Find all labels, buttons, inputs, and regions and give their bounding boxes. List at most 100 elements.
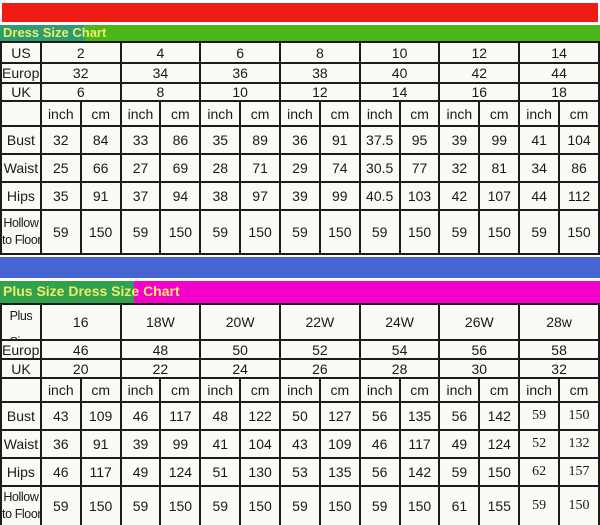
measurement-cell: 38 <box>199 181 242 211</box>
measurement-cell: 43 <box>39 401 82 431</box>
measurement-cell: 59 <box>518 401 561 431</box>
unit-header-cell: cm <box>398 377 441 403</box>
size-value-cell: 10 <box>199 82 282 102</box>
measurement-cell: 135 <box>398 401 441 431</box>
measurement-cell: 49 <box>438 429 481 459</box>
row-label-hips: Hips <box>0 181 42 211</box>
row-label-bust: Bust <box>0 125 42 155</box>
unit-header-cell: inch <box>279 377 321 403</box>
row-label-us: US <box>0 41 42 64</box>
measurement-cell: 59 <box>518 485 561 525</box>
measurement-cell: 130 <box>239 457 282 487</box>
row-label-line: to Floor <box>2 233 41 247</box>
row-label-uk: UK <box>0 358 42 379</box>
size-value-cell: 10 <box>358 41 441 64</box>
measurement-cell: 42 <box>438 181 481 211</box>
measurement-cell: 49 <box>119 457 162 487</box>
unit-header-cell: cm <box>239 377 282 403</box>
size-value-cell: 22 <box>119 358 202 379</box>
size-value-cell: 20W <box>199 303 282 341</box>
measurement-cell: 34 <box>518 153 561 183</box>
measurement-cell: 51 <box>199 457 242 487</box>
measurement-row: Hollow to Floor 59 150 59 150 59 150 59 150 59 150 5… <box>0 209 600 255</box>
size-value-cell: 28 <box>358 358 441 379</box>
measurement-cell: 150 <box>239 209 282 255</box>
size-value-cell: 18W <box>119 303 202 341</box>
unit-header-cell: cm <box>558 100 600 127</box>
measurement-cell: 59 <box>39 209 82 255</box>
unit-header-cell: inch <box>39 377 82 403</box>
measurement-cell: 95 <box>398 125 441 155</box>
measurement-cell: 69 <box>159 153 202 183</box>
measurement-cell: 150 <box>558 485 600 525</box>
size-value-cell: 42 <box>438 62 521 84</box>
measurement-cell: 122 <box>239 401 282 431</box>
measurement-cell: 86 <box>558 153 600 183</box>
size-value-cell: 6 <box>39 82 122 102</box>
row-label-waist: Waist <box>0 153 42 183</box>
measurement-cell: 59 <box>438 457 481 487</box>
unit-header-cell: inch <box>438 100 481 127</box>
measurement-cell: 142 <box>398 457 441 487</box>
size-value-cell: 52 <box>279 339 361 360</box>
measurement-cell: 150 <box>398 209 441 255</box>
measurement-cell: 117 <box>398 429 441 459</box>
measurement-cell: 41 <box>199 429 242 459</box>
red-banner <box>2 3 598 22</box>
row-label-hollow-to-floor: Hollow to Floor <box>0 209 42 255</box>
unit-header-row: inch cm inch cm inch cm inch cm inch cm inch cm inch… <box>0 377 600 403</box>
measurement-cell: 29 <box>279 153 321 183</box>
measurement-cell: 46 <box>358 429 401 459</box>
blank-cell <box>0 100 42 127</box>
measurement-cell: 112 <box>558 181 600 211</box>
measurement-cell: 39 <box>279 181 321 211</box>
measurement-cell: 150 <box>398 485 441 525</box>
measurement-cell: 59 <box>518 209 561 255</box>
measurement-cell: 117 <box>159 401 202 431</box>
unit-header-cell: cm <box>239 100 282 127</box>
measurement-cell: 56 <box>358 401 401 431</box>
measurement-row: Hips 46 117 49 124 51 130 53 135 56 142 59 150 62 157 <box>0 457 600 487</box>
measurement-row: Hollow to Floor 59 150 59 150 59 150 59 150 59 150 6… <box>0 485 600 525</box>
measurement-cell: 150 <box>239 485 282 525</box>
measurement-row: Bust 43 109 46 117 48 122 50 127 56 135 56 142 59 150 <box>0 401 600 431</box>
measurement-cell: 94 <box>159 181 202 211</box>
measurement-cell: 150 <box>558 401 600 431</box>
measurement-cell: 150 <box>478 457 521 487</box>
measurement-cell: 99 <box>159 429 202 459</box>
measurement-cell: 109 <box>79 401 122 431</box>
measurement-cell: 142 <box>478 401 521 431</box>
unit-header-row: inch cm inch cm inch cm inch cm inch cm inch cm inch… <box>0 100 600 127</box>
size-value-cell: 26W <box>438 303 521 341</box>
unit-header-cell: inch <box>199 377 242 403</box>
unit-header-cell: inch <box>199 100 242 127</box>
unit-header-cell: cm <box>159 377 202 403</box>
measurement-row: Hips 35 91 37 94 38 97 39 99 40.5 103 42 107 44 112 <box>0 181 600 211</box>
row-label-europe: Europe <box>0 339 42 360</box>
measurement-cell: 30.5 <box>358 153 401 183</box>
unit-header-cell: inch <box>119 100 162 127</box>
measurement-cell: 104 <box>239 429 282 459</box>
size-system-row: UK 20 22 24 26 28 30 32 <box>0 358 600 379</box>
unit-header-cell: inch <box>358 100 401 127</box>
row-label-line: Plus <box>9 308 33 323</box>
measurement-cell: 107 <box>478 181 521 211</box>
unit-header-cell: inch <box>358 377 401 403</box>
row-label-waist: Waist <box>0 429 42 459</box>
unit-header-cell: inch <box>279 100 321 127</box>
unit-header-cell: cm <box>159 100 202 127</box>
size-value-cell: 24 <box>199 358 282 379</box>
measurement-cell: 104 <box>558 125 600 155</box>
dress-size-chart-title-bar: Dress Size Chart <box>0 25 600 41</box>
measurement-cell: 150 <box>159 485 202 525</box>
row-label-line: Size <box>3 334 39 339</box>
measurement-cell: 43 <box>279 429 321 459</box>
measurement-cell: 99 <box>478 125 521 155</box>
size-system-row: Plus Size1618W20W22W24W26W28w <box>0 303 600 341</box>
size-value-cell: 14 <box>358 82 441 102</box>
size-value-cell: 34 <box>119 62 202 84</box>
measurement-cell: 77 <box>398 153 441 183</box>
measurement-cell: 37.5 <box>358 125 401 155</box>
unit-header-cell: cm <box>79 377 122 403</box>
measurement-cell: 91 <box>79 181 122 211</box>
